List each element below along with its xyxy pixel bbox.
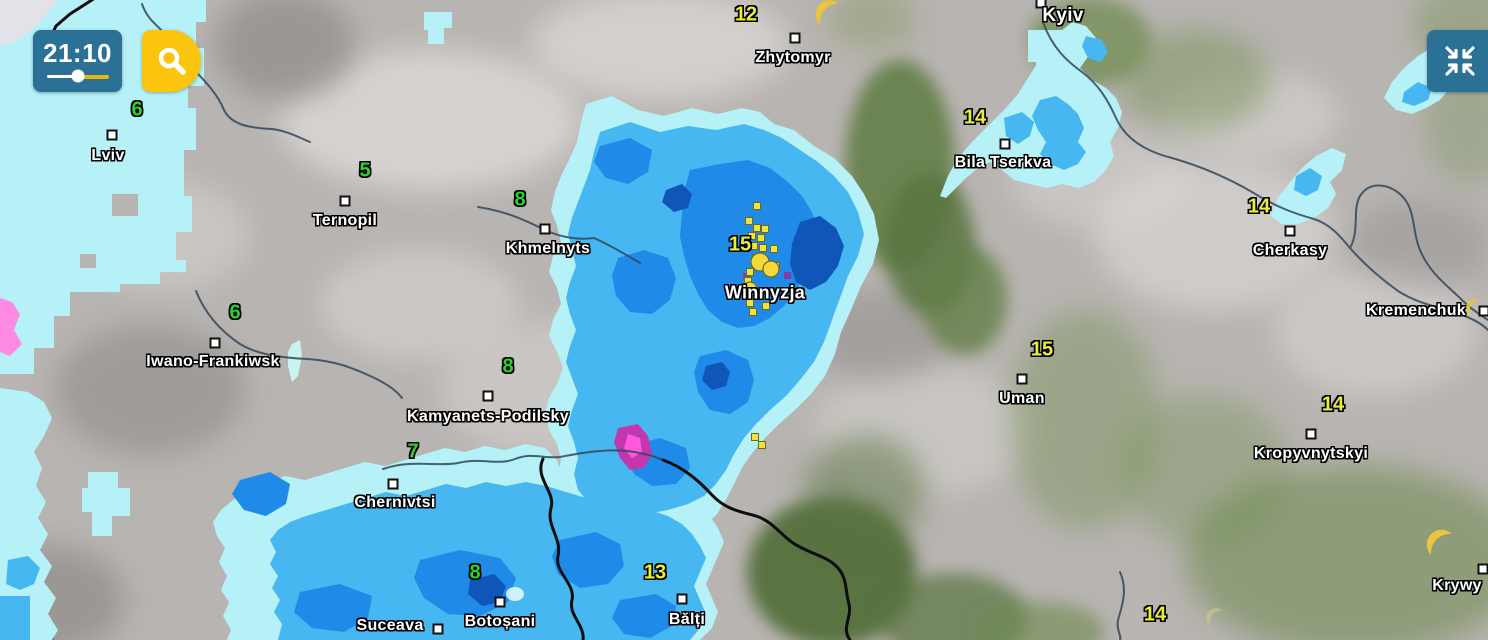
moon-icon [1206, 608, 1223, 626]
time-slider-track-remaining [79, 74, 109, 79]
search-button[interactable] [142, 30, 201, 92]
moon-icon [1465, 298, 1481, 316]
collapse-fullscreen-button[interactable] [1427, 30, 1488, 92]
collapse-icon [1445, 46, 1475, 76]
time-slider[interactable] [46, 69, 109, 83]
moon-icon [815, 0, 839, 26]
search-icon [158, 47, 186, 75]
time-control[interactable]: 21:10 [33, 30, 122, 92]
lightning-markers [742, 202, 780, 449]
time-display: 21:10 [43, 37, 112, 68]
time-slider-thumb[interactable] [71, 69, 84, 83]
time-slider-track-elapsed [46, 74, 78, 78]
